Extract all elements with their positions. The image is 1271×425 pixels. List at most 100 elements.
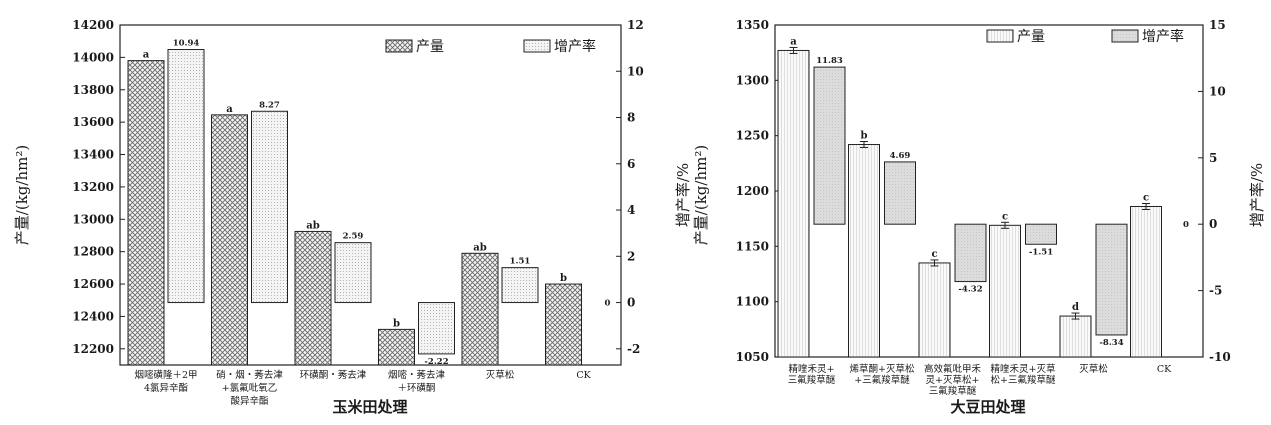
y-tick-label: 1350 (736, 18, 769, 32)
y-tick-label: 13400 (72, 148, 114, 162)
y-tick-label: 14200 (72, 18, 114, 32)
y-tick-label: 13800 (72, 83, 114, 97)
yield-bar (127, 60, 165, 366)
significance-letter: a (226, 104, 233, 115)
legend-label-rate: 增产率 (554, 38, 596, 55)
y2-tick-label: -2 (627, 342, 640, 356)
significance-letter: ab (473, 242, 486, 253)
yield-bar (989, 224, 1021, 358)
yield-bar (777, 49, 810, 358)
x-category-label: 酸异辛酯 (230, 395, 269, 407)
rate-data-label: 4.69 (890, 151, 911, 161)
x-category-label: +三氟羧草醚 (854, 374, 910, 386)
rate-bar (334, 242, 372, 304)
x-category-label: 硝・烟・莠去津 (216, 369, 283, 381)
y2-tick-label: 0 (1209, 217, 1217, 231)
y2-tick-label: 10 (1209, 84, 1226, 98)
rate-data-label: -2.22 (424, 357, 448, 367)
x-category-label: 松+三氟羧草醚 (991, 374, 1056, 386)
yield-bar (461, 252, 499, 366)
y-tick-label: 1150 (736, 239, 769, 253)
legend-swatch-yield (986, 29, 1014, 43)
x-category-label: ＋环磺酮 (397, 382, 435, 394)
y2-tick-label: 2 (627, 249, 635, 263)
x-category-label: 烟嘧磺隆＋2甲 (134, 369, 197, 381)
yield-bar (1059, 315, 1092, 358)
x-category-label: 高效氟吡甲禾 (924, 363, 982, 375)
y-tick-label: 1200 (736, 184, 769, 198)
rate-bar (418, 302, 455, 355)
rate-bar (167, 49, 205, 304)
legend-swatch-rate (1111, 29, 1139, 43)
x-category-label: 三氟羧草醚 (788, 374, 836, 386)
x-category-label: 灵+灭草松+ (926, 374, 980, 386)
significance-letter: a (143, 50, 150, 61)
corn-yield-chart: 1220012400126001280013000132001340013600… (13, 18, 692, 416)
significance-letter: ab (306, 220, 319, 231)
y2-axis-title: 增产率/% (674, 163, 692, 227)
significance-letter: b (560, 273, 567, 284)
y-axis-title: 产量/(kg/hm²) (13, 145, 31, 245)
rate-bar (813, 66, 846, 225)
yield-bar (294, 230, 332, 366)
y-tick-label: 13200 (72, 180, 114, 194)
y2-tick-label: 5 (1209, 151, 1217, 165)
yield-bar (545, 283, 582, 366)
rate-data-label: 2.59 (343, 232, 364, 242)
significance-letter: c (931, 249, 937, 260)
x-axis-title: 玉米田处理 (332, 398, 407, 416)
y2-tick-label: 12 (627, 18, 644, 32)
significance-letter: a (790, 36, 797, 47)
y-tick-label: 14000 (72, 50, 114, 64)
x-category-label: 环磺酮・莠去津 (300, 369, 367, 381)
legend-label-yield: 产量 (1017, 29, 1045, 45)
y2-tick-label: 15 (1209, 18, 1226, 32)
x-category-label: 4氯异辛酯 (144, 382, 189, 394)
significance-letter: c (1143, 192, 1149, 203)
significance-letter: c (1002, 211, 1008, 222)
rate-data-label: 10.94 (173, 39, 200, 49)
legend-swatch-rate (523, 39, 551, 53)
y-tick-label: 12800 (72, 245, 114, 259)
yield-bar (211, 114, 248, 366)
rate-bar (884, 161, 916, 225)
rate-data-label: 1.51 (510, 257, 531, 267)
y-tick-label: 1250 (736, 129, 769, 143)
yield-bar (378, 328, 415, 366)
y-tick-label: 12600 (72, 277, 114, 291)
rate-bar (1095, 223, 1128, 336)
y-tick-label: 13600 (72, 115, 114, 129)
y2-axis-title: 增产率/% (1248, 163, 1266, 227)
rate-bar (251, 110, 288, 304)
y2-tick-label: -5 (1209, 284, 1222, 298)
significance-letter: d (1072, 302, 1079, 313)
y2-tick-label: -10 (1209, 350, 1231, 364)
soybean-yield-chart: 1050 1100 1150 1200 1250 1300 1350 -10 -5 0 5 10 15 a… (692, 18, 1266, 416)
legend-swatch-yield (385, 39, 413, 53)
rate-data-label: -4.32 (958, 285, 982, 295)
y2-tick-label: 6 (627, 157, 635, 171)
x-category-label: 精喹禾灵+ (789, 363, 835, 375)
y2-tick-label: 8 (627, 111, 635, 125)
y-tick-label: 12200 (72, 342, 114, 356)
x-axis-title: 大豆田处理 (950, 398, 1025, 416)
x-category-label: 灭草松 (486, 369, 515, 381)
yield-bar (848, 144, 880, 358)
y-tick-label: 12400 (72, 309, 114, 323)
rate-bar (501, 267, 539, 304)
x-category-label: +氯氟吡氧乙 (222, 382, 277, 394)
yield-bar (918, 262, 951, 358)
y2-tick-label: 0 (627, 296, 635, 310)
x-category-label: 精喹禾灵+灭草 (991, 363, 1056, 375)
rate-data-label: -1.51 (1029, 247, 1053, 257)
rate-data-label: 0 (605, 299, 611, 309)
y-tick-label: 13000 (72, 212, 114, 226)
x-category-label: 三氟羧草醚 (929, 385, 977, 397)
x-category-label: 烯草酮+灭草松 (850, 363, 915, 375)
yield-bar (1130, 205, 1162, 358)
significance-letter: b (861, 131, 868, 142)
y2-tick-label: 4 (627, 203, 635, 217)
x-category-label: CK (1157, 364, 1172, 375)
rate-bar (954, 223, 987, 283)
